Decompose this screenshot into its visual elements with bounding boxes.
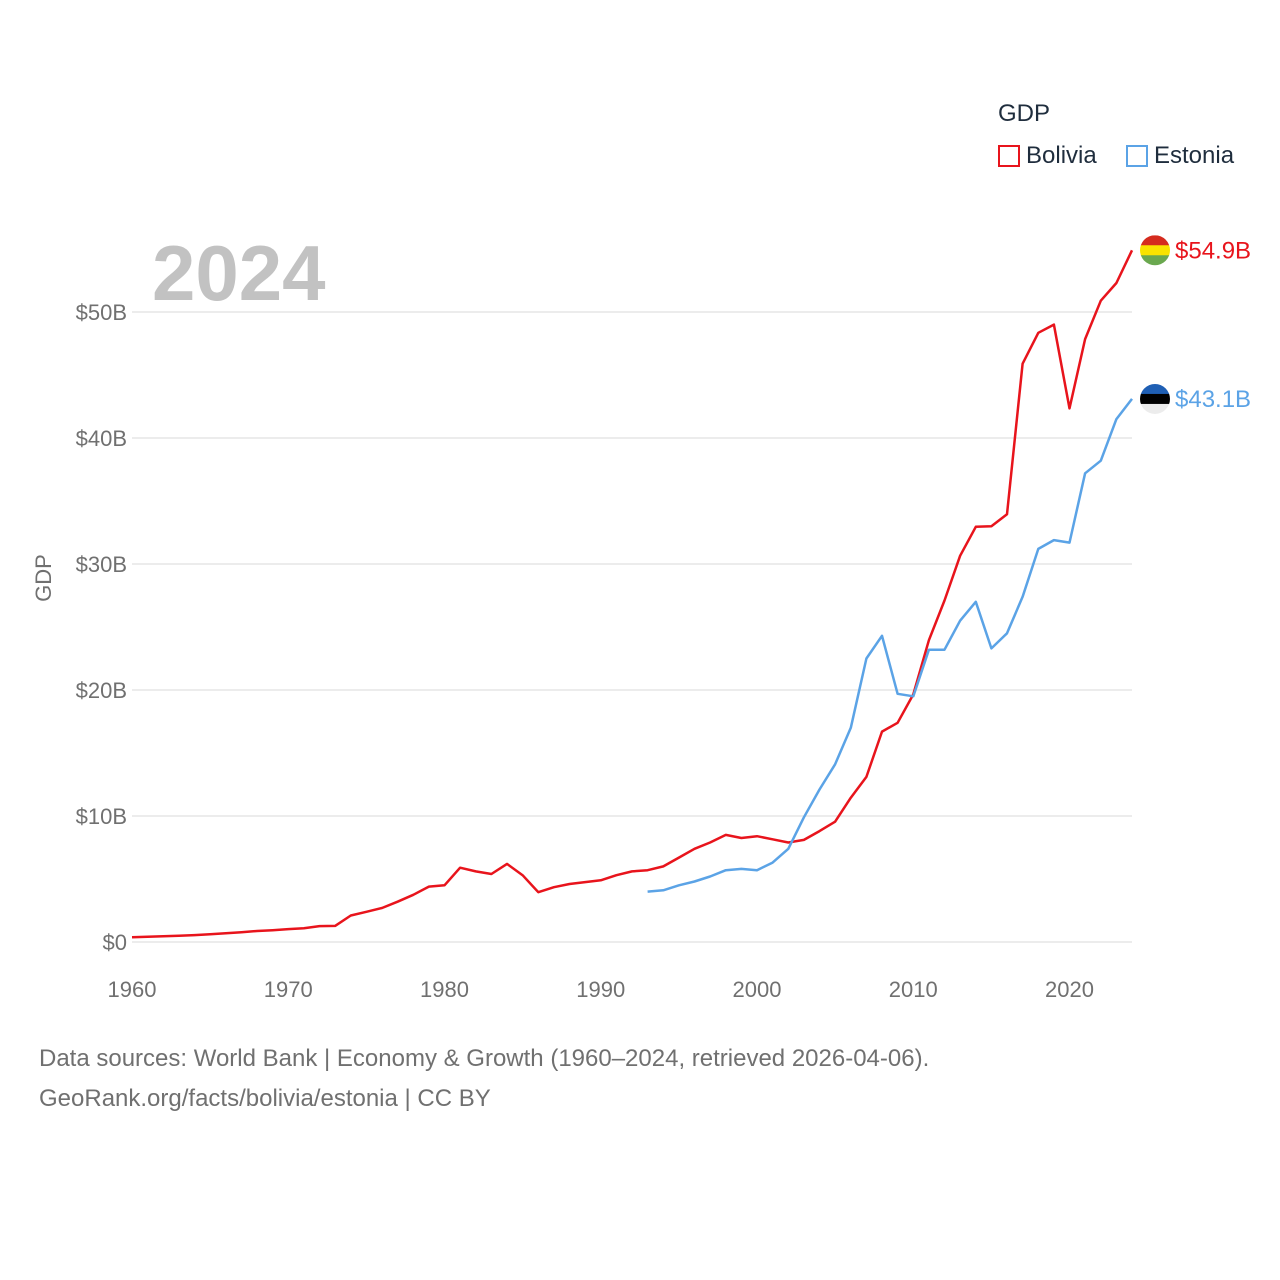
- series-line-estonia: [647, 398, 1133, 893]
- legend-label-bolivia: Bolivia: [1026, 142, 1097, 169]
- bolivia-flag-icon: [1140, 235, 1170, 266]
- legend-item-bolivia[interactable]: Bolivia: [998, 142, 1097, 170]
- grid-lines: [132, 311, 1132, 943]
- legend-label-estonia: Estonia: [1154, 142, 1235, 169]
- x-axis-ticks: 1960 1970 1980 1990 2000 2010 2020: [108, 977, 1094, 1002]
- legend-swatch-estonia: [1126, 145, 1148, 167]
- y-tick-label: $10B: [76, 804, 127, 829]
- legend-item-estonia[interactable]: Estonia: [1126, 142, 1234, 170]
- y-axis-ticks: $0 $10B $20B $30B $40B $50B: [76, 300, 127, 955]
- y-tick-label: $20B: [76, 678, 127, 703]
- legend-swatch-bolivia: [998, 145, 1020, 167]
- y-tick-label: $40B: [76, 426, 127, 451]
- end-label-bolivia: $54.9B: [1175, 237, 1251, 264]
- x-tick-label: 1980: [420, 977, 469, 1002]
- y-tick-label: $0: [103, 930, 127, 955]
- x-tick-label: 2000: [733, 977, 782, 1002]
- y-tick-label: $50B: [76, 300, 127, 325]
- x-tick-label: 1970: [264, 977, 313, 1002]
- series-end-labels: $54.9B $43.1B: [1140, 235, 1251, 414]
- series-line-bolivia: [131, 249, 1134, 939]
- footer-sources: Data sources: World Bank | Economy & Gro…: [39, 1045, 930, 1072]
- x-tick-label: 1960: [108, 977, 157, 1002]
- y-axis-label: GDP: [31, 554, 56, 602]
- estonia-flag-icon: [1140, 383, 1170, 414]
- x-tick-label: 2010: [889, 977, 938, 1002]
- x-tick-label: 1990: [576, 977, 625, 1002]
- x-tick-label: 2020: [1045, 977, 1094, 1002]
- year-label: 2024: [152, 229, 326, 317]
- end-label-estonia: $43.1B: [1175, 386, 1251, 413]
- legend-title: GDP: [998, 100, 1051, 127]
- series-lines: [131, 249, 1134, 939]
- y-tick-label: $30B: [76, 552, 127, 577]
- footer-attribution[interactable]: GeoRank.org/facts/bolivia/estonia | CC B…: [39, 1085, 491, 1112]
